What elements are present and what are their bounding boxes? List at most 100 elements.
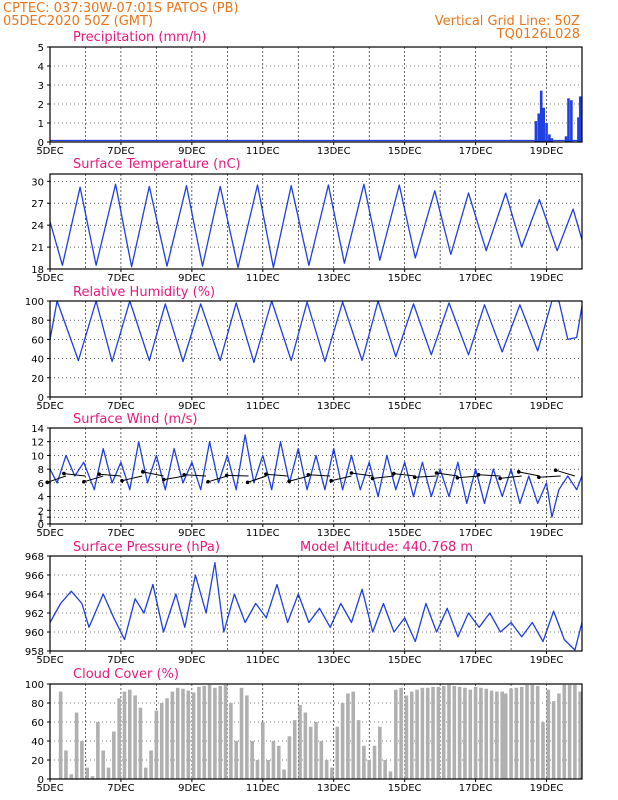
cloud-bar [276, 745, 281, 779]
wind-vector [457, 475, 480, 479]
precip-bar [578, 96, 582, 142]
wind-vector-head [141, 470, 145, 474]
panel-4: 958 960 962 964 966 968 5DEC 7DEC 9DEC 11DEC 13DEC… [25, 552, 583, 666]
wind-vector [518, 471, 540, 477]
cloud-bar [213, 687, 217, 779]
x-tick-label: 9DEC [178, 655, 205, 666]
cloud-bar [495, 691, 499, 779]
cloud-bar [567, 684, 572, 779]
x-tick-label: 15DEC [388, 273, 422, 284]
y-tick-label: 60 [31, 718, 44, 729]
x-tick-label: 11DEC [246, 401, 280, 412]
precip-bar [545, 123, 548, 142]
cloud-bar [229, 703, 233, 779]
x-tick-label: 17DEC [459, 146, 493, 157]
x-tick-label: 19DEC [530, 655, 564, 666]
wind-vector [393, 473, 416, 477]
cloud-bar [207, 684, 212, 779]
wind-vector [207, 475, 228, 483]
series-line [49, 562, 583, 651]
y-tick-label: 40 [31, 355, 44, 366]
y-tick-label: 0 [38, 138, 44, 149]
x-tick-label: 15DEC [388, 528, 422, 539]
y-tick-label: 20 [31, 756, 44, 767]
cloud-bar [261, 722, 265, 779]
y-tick-label: 4 [38, 62, 44, 73]
x-tick-label: 9DEC [178, 401, 205, 412]
wind-vector-head [264, 472, 268, 476]
panel-5: 0 20 40 60 80 100 5DEC 7DEC 9DEC 11DEC 13DEC 15DEC 1… [25, 680, 583, 794]
cloud-bar [452, 685, 457, 779]
panel-frame [49, 555, 583, 652]
cloud-bar [170, 691, 175, 779]
x-tick-label: 7DEC [107, 146, 134, 157]
x-tick-label: 13DEC [317, 783, 351, 794]
precip-bar [548, 134, 551, 142]
wind-vector-head [97, 472, 101, 476]
y-tick-label: 21 [31, 243, 44, 254]
wind-vector [99, 473, 121, 477]
cloud-bar [143, 767, 148, 779]
y-tick-label: 10 [31, 451, 44, 462]
y-tick-label: 5 [38, 43, 44, 54]
wind-vector-head [455, 476, 460, 480]
cloud-bar [282, 769, 286, 779]
cloud-bar [562, 684, 567, 779]
cloud-bar [546, 689, 551, 779]
x-tick-label: 19DEC [530, 401, 564, 412]
wind-vector-head [476, 472, 481, 477]
station-header: CPTEC: 037:30W-07:01S PATOS (PB) [3, 1, 239, 16]
cloud-bar [525, 684, 529, 779]
cloud-bar [509, 688, 513, 779]
cloud-bar [346, 693, 350, 779]
wind-vector-head [45, 480, 50, 485]
cloud-bar [463, 687, 467, 779]
cloud-bar [218, 685, 223, 779]
y-tick-label: 100 [25, 680, 44, 691]
series-line [49, 300, 583, 364]
x-tick-label: 13DEC [317, 655, 351, 666]
wind-vector-head [434, 471, 439, 475]
cloud-bar [473, 686, 478, 779]
cloud-bar [138, 707, 143, 779]
precip-bar [539, 90, 543, 142]
wind-vector [500, 475, 522, 479]
wind-vector-head [329, 478, 334, 483]
cloud-bar [101, 750, 105, 779]
cloud-bar [181, 688, 185, 779]
cloud-bar [409, 691, 414, 779]
wind-vector [308, 474, 331, 477]
cloud-bar [372, 745, 377, 779]
wind-vector-head [224, 473, 229, 478]
precip-bar [567, 98, 570, 142]
wind-vector [83, 475, 104, 483]
y-tick-label: 1 [38, 513, 44, 524]
cloud-bar [149, 750, 153, 779]
y-tick-label: 962 [25, 609, 44, 620]
x-tick-label: 17DEC [459, 655, 493, 666]
cloud-bar [356, 720, 361, 779]
cloud-bar [519, 686, 524, 779]
cloud-bar [69, 774, 74, 779]
vertical-grid-note: Vertical Grid Line: 50Z [435, 14, 580, 29]
wind-vector-head [537, 475, 541, 480]
wind-vector [121, 475, 143, 482]
cloud-bar [239, 687, 244, 779]
wind-vector [265, 473, 288, 477]
wind-vector-head [182, 472, 186, 477]
cloud-bar [117, 698, 121, 779]
cloud-bar [324, 760, 329, 779]
x-tick-label: 7DEC [107, 528, 134, 539]
y-tick-label: 30 [31, 177, 44, 188]
cloud-bar [271, 741, 276, 779]
panel-2: 0 20 40 60 80 100 5DEC 7DEC 9DEC 11DEC 13DEC 15DEC 1… [25, 297, 583, 412]
y-tick-label: 60 [31, 335, 44, 346]
precip-bar [577, 117, 580, 142]
cloud-bar [447, 684, 451, 779]
x-tick-label: 5DEC [36, 655, 63, 666]
wind-vector [436, 472, 458, 477]
cloud-bar [503, 693, 508, 779]
y-tick-label: 966 [25, 571, 44, 582]
